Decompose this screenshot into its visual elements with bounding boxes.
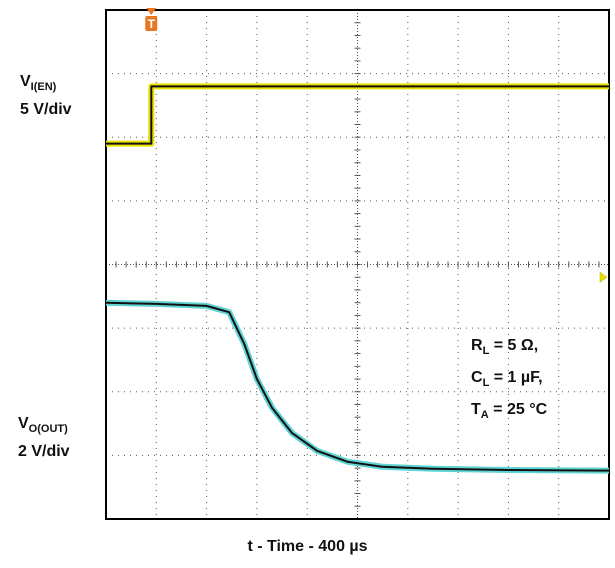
enable-voltage-trace [106,85,609,145]
output-voltage-trace [105,301,610,472]
output-channel-scale: 2 V/div [18,443,70,460]
plot-markers: T [145,8,608,283]
trigger-label: T [148,17,156,31]
enable-channel-label: VI(EN) [20,73,57,93]
plot-traces [105,83,610,474]
channel-level-arrow-icon [599,271,608,283]
trigger-arrow-icon [146,8,157,15]
x-axis-label: t - Time - 400 µs [247,538,368,555]
plot-grid [106,10,609,519]
output-channel-label: VO(OUT) [18,415,68,435]
condition-load-capacitance: CL = 1 µF, [471,369,543,389]
trigger-badge [145,16,158,31]
plot-frame [105,9,610,520]
condition-ambient-temperature: TA = 25 °C [471,401,548,421]
trigger-marker: T [145,8,158,31]
enable-channel-scale: 5 V/div [20,101,72,118]
condition-load-resistance: RL = 5 Ω, [471,337,539,357]
